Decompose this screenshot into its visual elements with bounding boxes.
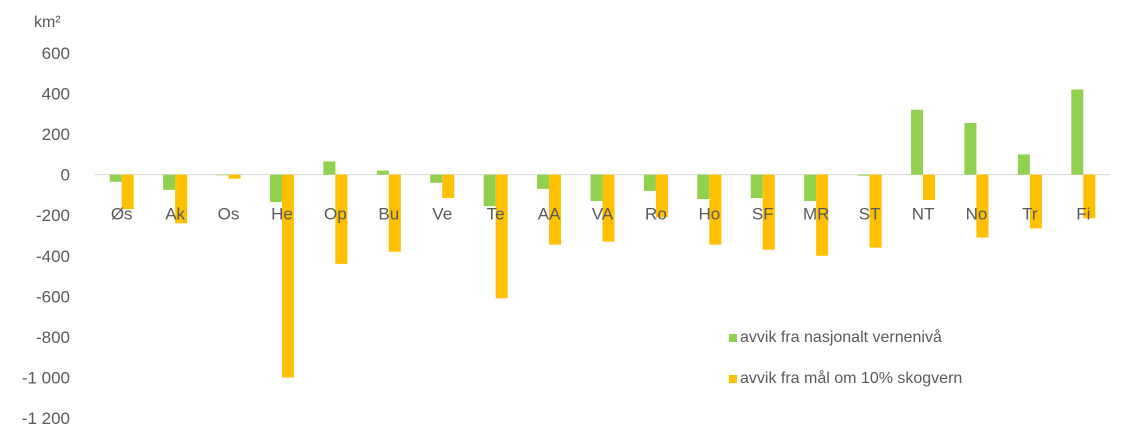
bar-skogvern-6 (442, 174, 455, 198)
y-tick-label: 400 (42, 85, 70, 104)
y-axis-unit-label: km² (34, 14, 61, 31)
bar-nasjonalt-10 (643, 174, 656, 191)
category-label: He (271, 205, 293, 224)
bar-nasjonalt-9 (590, 174, 603, 202)
bar-nasjonalt-18 (1071, 89, 1084, 175)
bar-skogvern-14 (869, 174, 882, 248)
category-label: Ho (698, 205, 720, 224)
bar-nasjonalt-7 (483, 174, 496, 207)
bar-skogvern-7 (495, 174, 508, 299)
category-label: Op (324, 205, 347, 224)
category-label: MR (803, 205, 829, 224)
bar-nasjonalt-0 (109, 174, 122, 182)
bar-skogvern-11 (709, 174, 722, 245)
bar-skogvern-17 (1029, 174, 1042, 229)
legend: avvik fra nasjonalt vernenivå avvik fra m… (729, 328, 962, 387)
bar-nasjonalt-6 (430, 174, 443, 183)
category-label: Bu (378, 205, 399, 224)
y-tick-label: 200 (42, 125, 70, 144)
category-label: VA (592, 205, 614, 224)
bar-skogvern-12 (762, 174, 775, 250)
bar-nasjonalt-15 (911, 109, 924, 175)
y-tick-label: -400 (36, 247, 70, 266)
legend-label: avvik fra mål om 10% skogvern (740, 369, 962, 387)
bar-nasjonalt-3 (269, 174, 282, 203)
bar-nasjonalt-4 (323, 161, 336, 175)
bar-nasjonalt-11 (697, 174, 710, 199)
legend-label: avvik fra nasjonalt vernenivå (740, 328, 942, 346)
bar-nasjonalt-1 (163, 174, 176, 190)
bar-nasjonalt-16 (964, 122, 977, 175)
bar-skogvern-13 (816, 174, 829, 256)
bar-skogvern-1 (175, 174, 188, 224)
category-label: Tr (1022, 205, 1038, 224)
y-tick-label: 0 (61, 166, 70, 185)
bar-nasjonalt-8 (537, 174, 550, 189)
bar-nasjonalt-17 (1017, 154, 1030, 175)
y-tick-label: -1 000 (22, 368, 70, 387)
bar-skogvern-4 (335, 174, 348, 264)
bar-skogvern-10 (655, 174, 668, 218)
category-label: Ve (432, 205, 452, 224)
bar-skogvern-5 (388, 174, 401, 252)
category-label: NT (912, 205, 935, 224)
y-tick-label: -800 (36, 328, 70, 347)
bar-nasjonalt-12 (750, 174, 763, 198)
y-tick-label: -1 200 (22, 409, 70, 428)
bar-skogvern-16 (976, 174, 989, 238)
category-label: Ro (645, 205, 667, 224)
category-label: AA (538, 205, 561, 224)
bar-skogvern-3 (281, 174, 294, 378)
bar-nasjonalt-14 (857, 174, 870, 176)
bars-group (109, 89, 1096, 378)
category-label: Te (487, 205, 505, 224)
y-tick-label: 600 (42, 44, 70, 63)
legend-swatch (729, 375, 737, 383)
bar-skogvern-9 (602, 174, 615, 242)
y-tick-label: -600 (36, 287, 70, 306)
bar-nasjonalt-2 (216, 174, 229, 176)
y-tick-label: -200 (36, 206, 70, 225)
category-label: Ak (165, 205, 185, 224)
bar-skogvern-2 (228, 174, 241, 179)
category-label: Øs (111, 205, 133, 224)
legend-swatch (729, 334, 737, 342)
bar-skogvern-8 (549, 174, 562, 245)
bar-nasjonalt-5 (376, 170, 389, 175)
bar-skogvern-15 (923, 174, 936, 201)
category-label: No (966, 205, 988, 224)
category-label: SF (752, 205, 774, 224)
bar-nasjonalt-13 (804, 174, 817, 202)
category-label: ST (859, 205, 881, 224)
bar-skogvern-18 (1083, 174, 1096, 219)
category-labels: Øs Ak Os He Op Bu Ve Te AA VA Ro Ho SF MR ST NT No Tr Fi (111, 205, 1091, 224)
y-axis-tick-labels: 600 400 200 0 -200 -400 -600 -800 -1 000 -1 200 (22, 44, 70, 428)
category-label: Fi (1076, 205, 1090, 224)
category-label: Os (218, 205, 240, 224)
bar-skogvern-0 (121, 174, 134, 210)
